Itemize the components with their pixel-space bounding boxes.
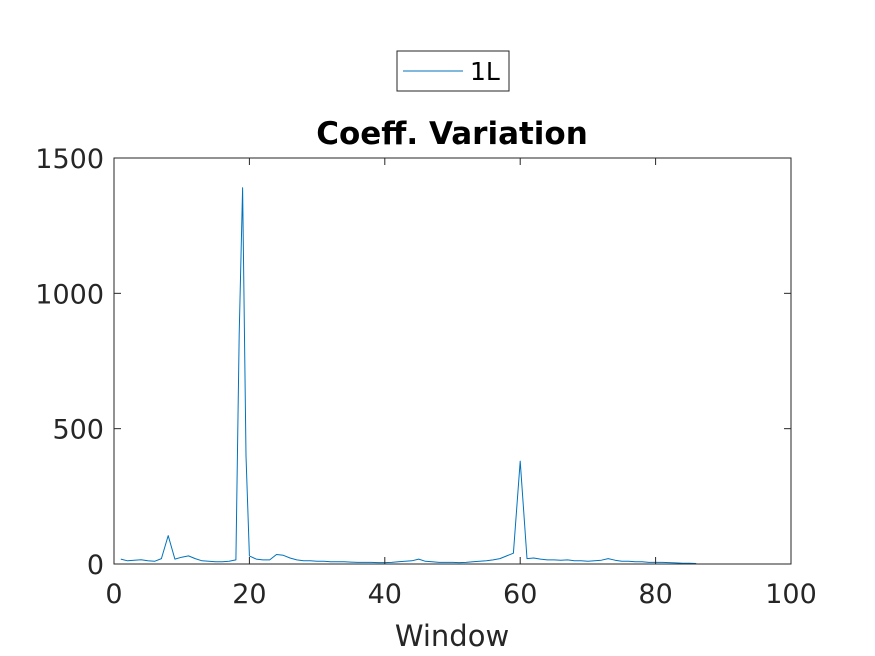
x-tick-label: 60 [503, 579, 537, 610]
plot-frame [113, 157, 792, 565]
series-layer [120, 187, 697, 564]
x-tick-label: 20 [232, 579, 266, 610]
y-tick-label: 1000 [35, 279, 104, 310]
x-tick-label: 100 [765, 579, 817, 610]
legend-label: 1L [470, 57, 500, 86]
plot-area [114, 158, 791, 564]
y-tick-label: 1500 [35, 144, 104, 175]
x-tick-label: 0 [105, 579, 122, 610]
legend: 1L [396, 50, 510, 92]
x-tick-label: 80 [638, 579, 672, 610]
y-tick-label: 0 [87, 550, 104, 581]
y-tick-label: 500 [52, 415, 104, 446]
chart-title: Coeff. Variation [316, 116, 588, 152]
x-axis-title: Window [395, 619, 509, 653]
x-tick-label: 40 [368, 579, 402, 610]
series-line [120, 187, 697, 564]
